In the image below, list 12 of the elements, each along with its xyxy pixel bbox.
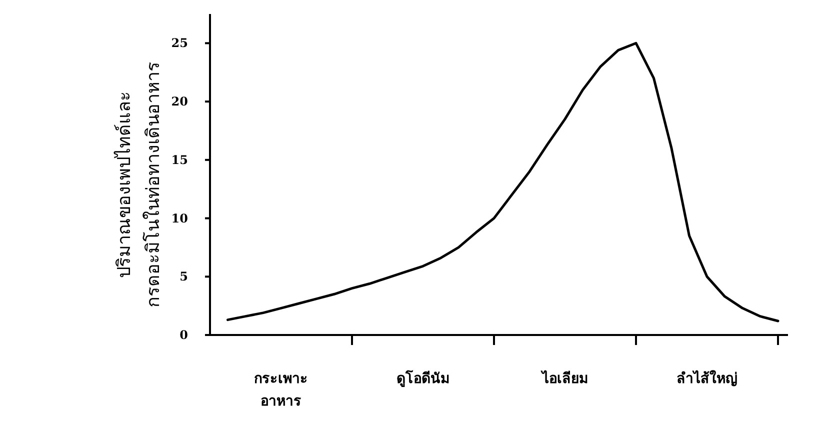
- y-axis-title: ปริมาณของเพปไทด์และ กรดอะมิโนในท่อทางเดินอาหาร: [113, 62, 164, 308]
- y-tick-label: 15: [171, 152, 188, 167]
- y-tick-label: 0: [180, 328, 188, 342]
- y-tick-label: 20: [171, 94, 188, 109]
- y-tick-label: 5: [180, 270, 188, 284]
- x-tick-label: ดูโอดีนัม: [396, 369, 450, 387]
- x-tick-label: ไอเลียม: [540, 369, 588, 387]
- x-tick-label: ลำไส้ใหญ่: [676, 369, 738, 387]
- y-tick-label: 10: [171, 211, 188, 226]
- x-tick-label: กระเพาะ อาหาร: [254, 371, 308, 410]
- y-tick-label: 25: [171, 36, 188, 50]
- line-series: [226, 42, 780, 322]
